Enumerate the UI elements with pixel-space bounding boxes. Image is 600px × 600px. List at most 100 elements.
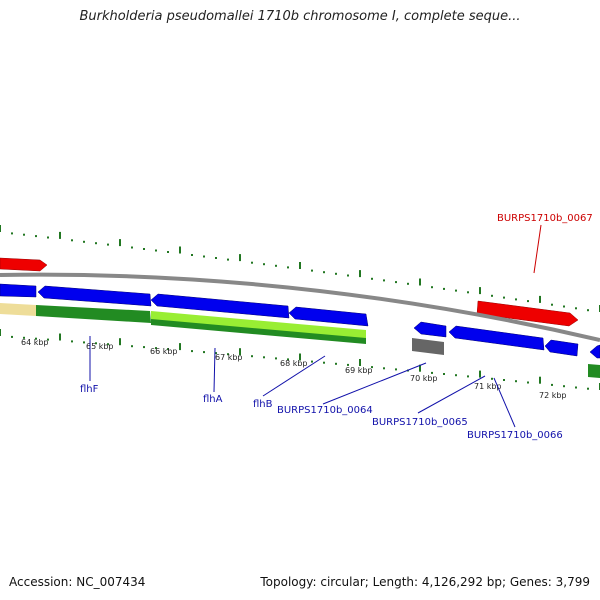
scale-dot <box>491 294 493 297</box>
scale-dot <box>107 343 109 346</box>
chromosome-backbone <box>0 272 600 342</box>
gene-label-BURPS1710b_0066[interactable]: BURPS1710b_0066 <box>467 430 563 441</box>
scale-dot <box>287 358 289 361</box>
scale-tick <box>239 348 241 356</box>
scale-tick <box>299 262 301 269</box>
topology-summary: Topology: circular; Length: 4,126,292 bp… <box>260 575 590 589</box>
scale-dot <box>431 286 433 289</box>
forward-cds-BURPS1710b_0067[interactable] <box>476 300 579 327</box>
scale-dot <box>227 353 229 356</box>
scale-dot <box>443 373 445 375</box>
scale-tick <box>179 343 181 351</box>
scale-dot <box>431 371 433 374</box>
gene-block-pale[interactable] <box>0 303 36 316</box>
scale-dot <box>215 257 217 259</box>
scale-dot <box>155 347 157 350</box>
reverse-cds-4[interactable] <box>288 306 369 327</box>
scale-dot <box>95 242 97 245</box>
scale-dot <box>203 351 205 354</box>
scale-dot <box>311 269 313 272</box>
scale-dot <box>167 348 169 351</box>
scale-dot <box>527 300 529 303</box>
scale-dot <box>11 232 13 235</box>
gene-track <box>0 303 600 378</box>
scale-dot <box>131 246 133 249</box>
scale-tick <box>0 225 1 232</box>
reverse-cds-6[interactable] <box>448 325 545 351</box>
scale-dot <box>107 243 109 246</box>
scale-dot <box>347 363 349 366</box>
scale-tick <box>119 239 121 247</box>
scale-dot <box>515 298 517 301</box>
leader-BURPS1710b_0067 <box>533 224 542 274</box>
gene-label-BURPS1710b_0064[interactable]: BURPS1710b_0064 <box>277 405 373 416</box>
reverse-cds-1[interactable] <box>0 283 37 298</box>
reverse-cds-2[interactable] <box>37 285 152 307</box>
scale-tick <box>359 270 361 278</box>
gene-block-green-2[interactable] <box>151 319 366 344</box>
reverse-cds-7[interactable] <box>544 339 579 357</box>
scale-dot <box>83 240 85 243</box>
scale-dot <box>263 263 265 266</box>
scale-tick <box>239 254 241 262</box>
gene-block-green-1[interactable] <box>36 305 151 323</box>
accession-text: Accession: NC_007434 <box>9 575 146 589</box>
scale-dot <box>575 307 577 310</box>
tick-label-70: 70 kbp <box>410 374 438 383</box>
reverse-cds-5[interactable] <box>413 321 447 338</box>
scale-dot <box>95 342 97 345</box>
scale-dot <box>287 266 289 269</box>
scale-dot <box>395 368 397 371</box>
scale-dot <box>443 287 445 290</box>
outer-dotted-ring <box>0 225 600 312</box>
scale-dot <box>215 352 217 355</box>
scale-dot <box>251 355 253 358</box>
scale-tick <box>479 370 481 378</box>
scale-dot <box>455 289 457 292</box>
leader-BURPS1710b_0066 <box>493 377 516 428</box>
gene-block-grey[interactable] <box>412 338 444 355</box>
scale-tick <box>479 287 481 295</box>
scale-dot <box>323 271 325 274</box>
gene-label-BURPS1710b_0065[interactable]: BURPS1710b_0065 <box>372 417 468 428</box>
scale-dot <box>527 381 529 384</box>
scale-dot <box>311 360 313 363</box>
leader-flhA <box>213 347 216 393</box>
scale-tick <box>419 364 421 372</box>
scale-dot <box>83 341 85 344</box>
scale-dot <box>275 264 277 267</box>
gene-label-BURPS1710b_0067[interactable]: BURPS1710b_0067 <box>497 213 593 224</box>
scale-dot <box>503 296 505 299</box>
gene-label-flhF[interactable]: flhF <box>80 384 99 395</box>
scale-dot <box>407 282 409 285</box>
scale-dot <box>587 309 589 312</box>
gene-label-flhB[interactable]: flhB <box>253 399 273 410</box>
tick-label-71: 71 kbp <box>474 382 502 391</box>
scale-dot <box>203 255 205 258</box>
scale-dot <box>335 272 337 275</box>
tick-label-68: 68 kbp <box>280 359 308 368</box>
scale-dot <box>263 356 265 359</box>
gene-block-green-3[interactable] <box>588 364 600 378</box>
scale-tick <box>299 353 301 361</box>
scale-tick <box>539 295 541 303</box>
tick-label-69: 69 kbp <box>345 366 373 375</box>
scale-dot <box>227 258 229 261</box>
scale-dot <box>371 277 373 280</box>
scale-dot <box>323 361 325 364</box>
scale-tick <box>0 329 1 336</box>
forward-cds-left[interactable] <box>0 257 48 272</box>
tick-label-66: 66 kbp <box>150 347 178 356</box>
tick-label-65: 65 kbp <box>86 342 114 351</box>
scale-dot <box>371 366 373 369</box>
scale-dot <box>503 379 505 381</box>
scale-tick <box>59 231 61 239</box>
reverse-cds-8[interactable] <box>589 344 600 359</box>
gene-label-flhA[interactable]: flhA <box>203 394 223 405</box>
scale-dot <box>35 235 37 238</box>
scale-dot <box>383 279 385 282</box>
leader-flhB <box>262 355 326 397</box>
leader-BURPS1710b_0064 <box>322 362 427 405</box>
scale-dot <box>191 254 193 256</box>
reverse-cds-3[interactable] <box>150 293 290 319</box>
